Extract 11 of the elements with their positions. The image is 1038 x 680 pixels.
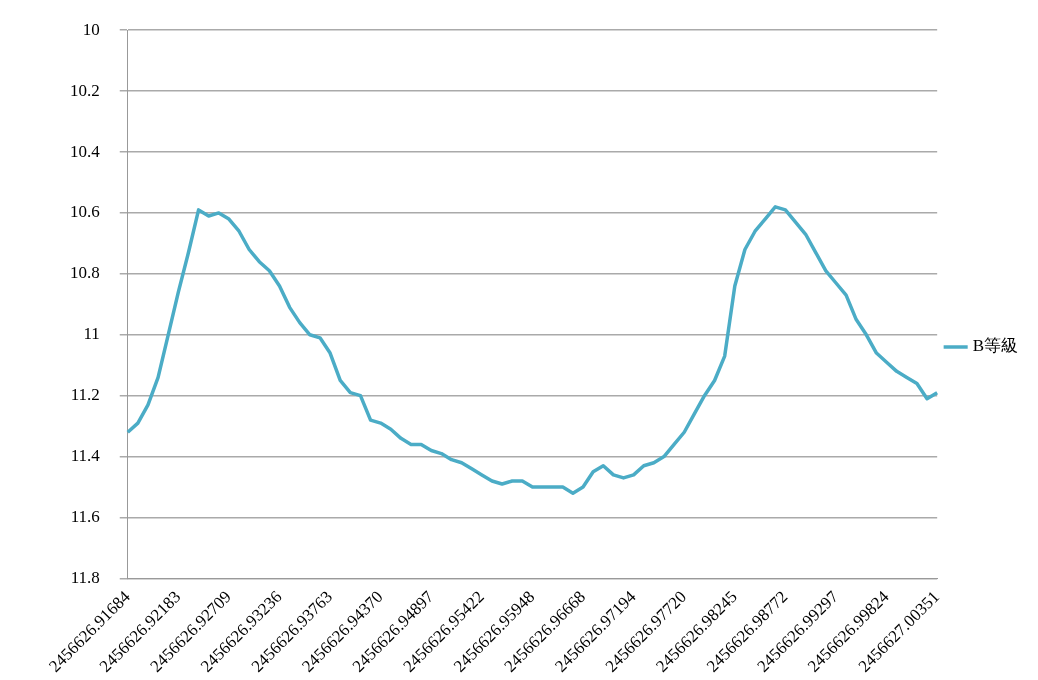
y-tick-label: 11.6 [70,507,100,526]
y-tick-label: 10 [82,19,100,39]
y-tick-label: 11.2 [70,385,100,405]
y-tick-label: 11.8 [70,567,100,587]
y-tick-label: 10.6 [70,202,100,222]
y-tick-label: 10.4 [70,141,101,161]
legend-label: B等級 [972,336,1018,356]
y-tick-label: 11.4 [70,446,101,466]
y-tick-label: 10.8 [70,263,100,283]
y-tick-label: 10.2 [70,80,100,100]
y-tick-label: 11 [83,324,100,344]
